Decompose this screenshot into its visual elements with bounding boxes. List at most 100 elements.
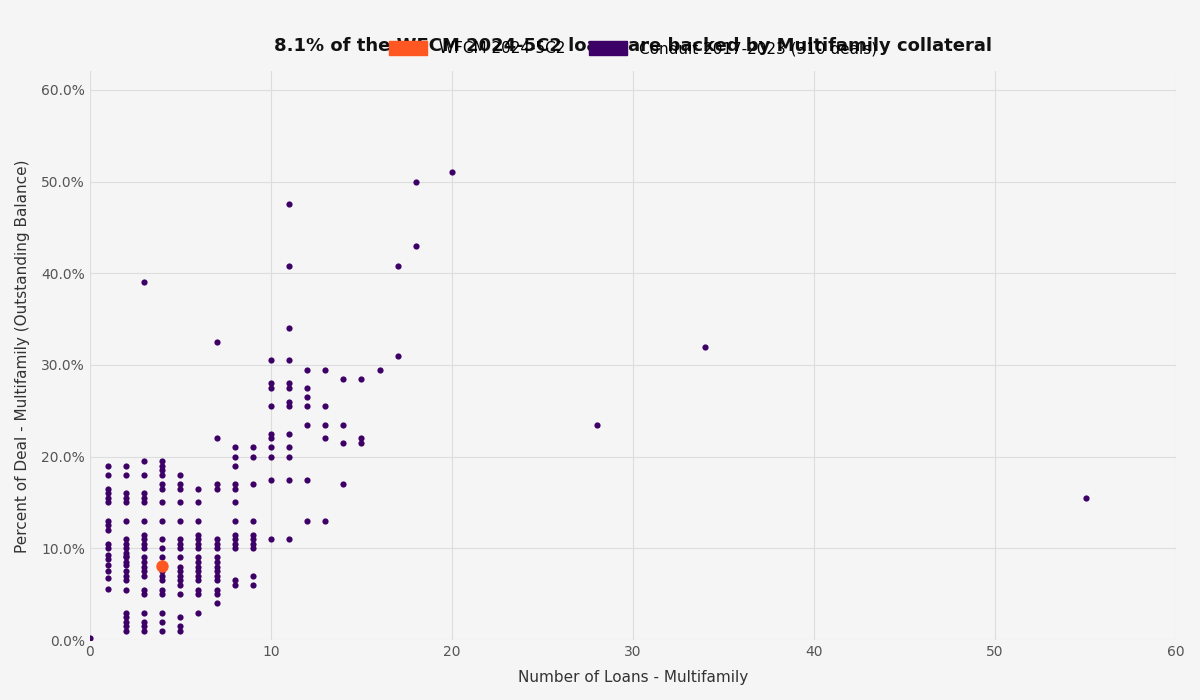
Point (116, 460, 136, 471)
Point (152, 607, 172, 618)
Point (188, 589, 208, 600)
Point (116, 538, 136, 550)
Point (226, 483, 245, 494)
Point (334, 373, 353, 384)
Point (226, 575, 245, 586)
Point (116, 550, 136, 561)
Point (98, 460, 118, 471)
Point (116, 515, 136, 526)
Point (188, 570, 208, 582)
Point (262, 355, 281, 366)
Point (152, 515, 172, 526)
Point (152, 465, 172, 476)
Point (280, 396, 299, 407)
Point (1076, 492, 1096, 503)
Point (188, 566, 208, 577)
Point (298, 474, 317, 485)
Point (226, 479, 245, 490)
Point (152, 616, 172, 627)
Point (170, 570, 190, 582)
Point (262, 400, 281, 412)
Point (170, 470, 190, 481)
Point (116, 625, 136, 636)
Point (170, 497, 190, 508)
Point (334, 438, 353, 449)
Point (98, 549, 118, 560)
Point (98, 488, 118, 499)
Point (152, 483, 172, 494)
Point (134, 570, 154, 582)
Point (226, 460, 245, 471)
Point (134, 492, 154, 503)
Point (298, 364, 317, 375)
Point (116, 575, 136, 586)
Point (116, 612, 136, 623)
Point (188, 552, 208, 563)
Point (170, 479, 190, 490)
Point (188, 575, 208, 586)
Point (280, 378, 299, 389)
Point (170, 483, 190, 494)
Point (170, 538, 190, 550)
Point (170, 542, 190, 554)
Point (298, 419, 317, 430)
Point (170, 625, 190, 636)
Point (352, 433, 371, 444)
Point (134, 566, 154, 577)
Point (587, 419, 606, 430)
Point (298, 400, 317, 412)
Point (152, 533, 172, 545)
Point (188, 542, 208, 554)
Point (443, 167, 462, 178)
Point (226, 442, 245, 453)
Point (352, 373, 371, 384)
Point (170, 515, 190, 526)
Title: 8.1% of the WFCM 2024-5C2 loans are backed by Multifamily collateral: 8.1% of the WFCM 2024-5C2 loans are back… (274, 36, 992, 55)
Point (98, 524, 118, 536)
Point (116, 566, 136, 577)
Point (134, 533, 154, 545)
Legend: WFCM 2024-5C2, Conduit 2017-2023 (310 deals): WFCM 2024-5C2, Conduit 2017-2023 (310 de… (382, 34, 884, 64)
Point (280, 400, 299, 412)
Point (206, 337, 226, 348)
Point (116, 570, 136, 582)
Point (134, 488, 154, 499)
Point (134, 561, 154, 573)
Point (134, 276, 154, 288)
Point (280, 428, 299, 440)
Point (262, 378, 281, 389)
Point (206, 589, 226, 600)
Point (244, 542, 263, 554)
Point (188, 584, 208, 595)
Point (188, 538, 208, 550)
Point (152, 497, 172, 508)
Point (280, 382, 299, 393)
Point (98, 572, 118, 583)
Point (244, 451, 263, 462)
Point (98, 483, 118, 494)
Point (406, 176, 425, 187)
Point (262, 428, 281, 440)
Point (152, 479, 172, 490)
Point (226, 542, 245, 554)
Point (170, 566, 190, 577)
Point (134, 625, 154, 636)
Point (152, 552, 172, 563)
Point (152, 542, 172, 554)
Point (406, 240, 425, 251)
Point (152, 561, 172, 573)
Point (188, 529, 208, 540)
Point (152, 589, 172, 600)
Point (98, 470, 118, 481)
Point (226, 515, 245, 526)
Point (226, 538, 245, 550)
Point (206, 479, 226, 490)
Point (206, 542, 226, 554)
Point (152, 566, 172, 577)
Point (388, 350, 407, 361)
Point (152, 570, 172, 582)
Point (152, 575, 172, 586)
Point (134, 589, 154, 600)
Point (134, 584, 154, 595)
Point (134, 607, 154, 618)
